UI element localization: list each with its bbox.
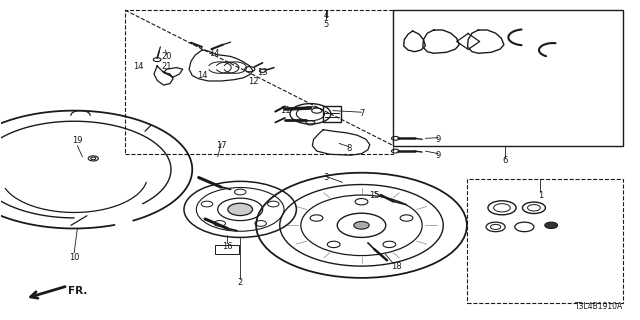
Text: 11: 11 [280, 106, 290, 115]
Bar [489, 248, 531, 264]
Text: 20: 20 [161, 52, 172, 61]
Bar [323, 106, 341, 123]
Text: 1: 1 [538, 190, 543, 200]
Text: 16: 16 [222, 242, 233, 251]
Text: 2: 2 [237, 278, 243, 287]
Text: FR.: FR. [68, 286, 87, 296]
Text: 14: 14 [196, 71, 207, 80]
Text: 21: 21 [161, 61, 172, 70]
Text: 5: 5 [324, 20, 329, 29]
Circle shape [354, 221, 369, 229]
Text: 7: 7 [359, 109, 364, 118]
Text: 3: 3 [324, 173, 329, 182]
Bar [394, 10, 623, 146]
Bar [214, 245, 239, 254]
Bar [125, 10, 394, 154]
Text: 9: 9 [435, 151, 441, 160]
Bar [467, 179, 623, 303]
Text: 8: 8 [346, 144, 351, 153]
Text: 13: 13 [257, 68, 268, 77]
Text: 4: 4 [324, 11, 329, 20]
Circle shape [545, 222, 557, 228]
Text: 14: 14 [132, 61, 143, 70]
Text: 17: 17 [216, 141, 227, 150]
Text: 10: 10 [69, 253, 79, 262]
Circle shape [228, 203, 253, 216]
Text: 6: 6 [502, 156, 508, 164]
Text: 19: 19 [72, 136, 83, 145]
Bar [492, 251, 527, 262]
Text: 15: 15 [369, 190, 380, 200]
Text: T3L4B1910A: T3L4B1910A [575, 302, 623, 311]
Text: 9: 9 [435, 135, 441, 144]
Text: 12: 12 [248, 77, 258, 86]
Bar [537, 251, 563, 264]
Text: 18: 18 [391, 262, 402, 271]
Bar [428, 33, 457, 52]
Text: 14: 14 [209, 49, 220, 58]
